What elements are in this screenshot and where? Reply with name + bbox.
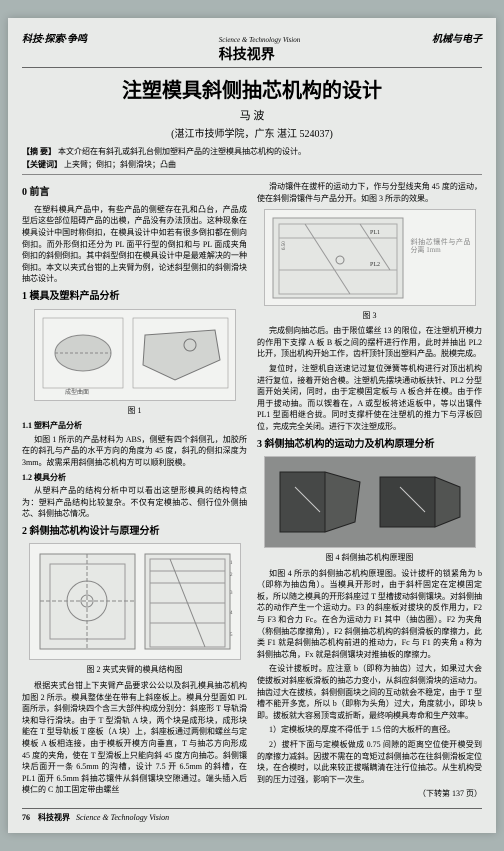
svg-text:成型曲面: 成型曲面: [65, 388, 89, 396]
divider: [22, 174, 482, 175]
figure-1-svg: 成型曲面: [35, 310, 235, 400]
header-left: 科技·探索·争鸣: [22, 30, 87, 45]
figure-4-caption: 图 4 斜侧抽芯机构原理图: [257, 552, 482, 564]
section-2-p3: 完成侧向抽芯后。由于限位螺丝 13 的限位，在注塑机开模力的作用下支撑 A 板 …: [257, 325, 482, 360]
section-2-p4: 复位时，注塑机自送速记过复位弹簧等机构进行对顶出机构进行复位，接着开始合模。注塑…: [257, 363, 482, 433]
header-bar: 科技·探索·争鸣 Science & Technology Vision 科技视…: [22, 30, 482, 68]
section-3-p2: 在设计拔板时。应注意 b（即称为抽齿）过大，如果过大会使拔板对斜座板滑板的抽芯力…: [257, 663, 482, 721]
header-sub: Science & Technology Vision: [219, 36, 300, 44]
section-3-title: 3 斜侧抽芯机构的运动力及机构原理分析: [257, 438, 482, 453]
figure-2: 1 2 3 4 5: [29, 543, 241, 660]
section-1-2-p1: 从塑料产品的结构分析中可以看出这塑形模具的结构特点为：塑料产品结构比较复杂。不仅…: [22, 485, 247, 520]
left-column: 0 前言 在塑料模具产品中，有些产品的侧壁存在孔和凸台，产品成型后这些部位阻碍产…: [22, 181, 247, 800]
footer-page: 76: [22, 813, 30, 822]
header-right: 机械与电子: [432, 30, 482, 45]
footer-bar: 76 科技视界 Science & Technology Vision: [22, 808, 482, 823]
footer-left: 76 科技视界 Science & Technology Vision: [22, 812, 169, 823]
right-column: 滑动镶件在拔杆的运动力下，作与分型线夹角 45 度的运动，使在斜侧滑镶件与产品分…: [257, 181, 482, 800]
section-1-1-title: 1.1 塑料产品分析: [22, 420, 247, 432]
figure-4-svg: [265, 457, 475, 547]
svg-text:3: 3: [230, 591, 233, 596]
section-0-p1: 在塑料模具产品中，有些产品的侧壁存在孔和凸台，产品成型后这些部位阻碍产品的出模，…: [22, 204, 247, 285]
svg-text:PL2: PL2: [370, 262, 380, 268]
section-2-p2: 滑动镶件在拔杆的运动力下，作与分型线夹角 45 度的运动，使在斜侧滑镶件与产品分…: [257, 181, 482, 204]
section-1-2-title: 1.2 模具分析: [22, 472, 247, 484]
two-column-body: 0 前言 在塑料模具产品中，有些产品的侧壁存在孔和凸台，产品成型后这些部位阻碍产…: [22, 181, 482, 800]
figure-1: 成型曲面: [34, 309, 236, 401]
header-center-main: 科技视界: [219, 48, 275, 63]
figure-3: PL1 PL2 6.50 斜抽芯镶件与产品分离 1mm: [264, 209, 476, 306]
section-3-p1: 如图 4 所示的斜侧抽芯机构原理图。设计拔杆的锁紧角为 b（即称为抽齿角）。当模…: [257, 568, 482, 661]
figure-3-annotation: 斜抽芯镶件与产品分离 1mm: [411, 238, 471, 255]
svg-text:2: 2: [230, 573, 233, 578]
svg-text:5: 5: [230, 633, 233, 638]
abstract-text: 本文介绍在有斜孔或斜孔台侧加塑料产品的注塑模具抽芯机构的设计。: [58, 147, 306, 156]
abstract-label: 【摘 要】: [22, 147, 56, 156]
keywords-text: 上夹臂；倒扣；斜侧滑块；凸曲: [64, 160, 176, 169]
figure-3-svg: PL1 PL2 6.50: [265, 210, 475, 305]
section-2-title: 2 斜侧抽芯机构设计与原理分析: [22, 525, 247, 540]
section-1-title: 1 模具及塑料产品分析: [22, 290, 247, 305]
article-title: 注塑模具斜侧抽芯机构的设计: [22, 74, 482, 103]
section-0-title: 0 前言: [22, 186, 247, 201]
figure-1-caption: 图 1: [22, 405, 247, 417]
section-3-p4: 2）拔杆下面与定模板做成 0.75 间隙的距离空位使开模受到的摩擦力减斜。因拔不…: [257, 739, 482, 785]
keywords-row: 【关键词】 上夹臂；倒扣；斜侧滑块；凸曲: [22, 159, 482, 170]
figure-2-caption: 图 2 夹式夹臂的模具结构图: [22, 664, 247, 676]
continue-note: （下转第 137 页）: [257, 788, 482, 800]
svg-text:1: 1: [230, 561, 233, 566]
keywords-label: 【关键词】: [22, 160, 62, 169]
section-1-1-p1: 如图 1 所示的产品材料为 ABS，侧壁有四个斜侧孔，加胶所在的斜孔与产品的水平…: [22, 434, 247, 469]
section-2-p1: 根据夹式台钳上下夹臂产品要求公公以及斜孔模具抽芯机构加图 2 所示。模具整体坐在…: [22, 680, 247, 796]
affiliation: (湛江市技师学院，广东 湛江 524037): [22, 125, 482, 140]
abstract-row: 【摘 要】 本文介绍在有斜孔或斜孔台侧加塑料产品的注塑模具抽芯机构的设计。: [22, 146, 482, 157]
svg-text:4: 4: [230, 611, 233, 616]
footer-journal-en: Science & Technology Vision: [76, 813, 169, 822]
page: 科技·探索·争鸣 Science & Technology Vision 科技视…: [8, 18, 496, 833]
figure-3-caption: 图 3: [257, 310, 482, 322]
svg-text:PL1: PL1: [370, 230, 380, 236]
figure-1-wrap: 成型曲面 图 1: [22, 309, 247, 417]
svg-text:6.50: 6.50: [282, 240, 287, 249]
author: 马 波: [22, 107, 482, 123]
section-3-p3: 1）定模板块的厚度不得低于 1.5 倍的大板杆的直径。: [257, 724, 482, 736]
header-center: Science & Technology Vision 科技视界: [219, 36, 300, 64]
figure-4: [264, 456, 476, 548]
footer-journal-cn: 科技视界: [38, 813, 70, 822]
figure-2-svg: 1 2 3 4 5: [30, 544, 240, 659]
